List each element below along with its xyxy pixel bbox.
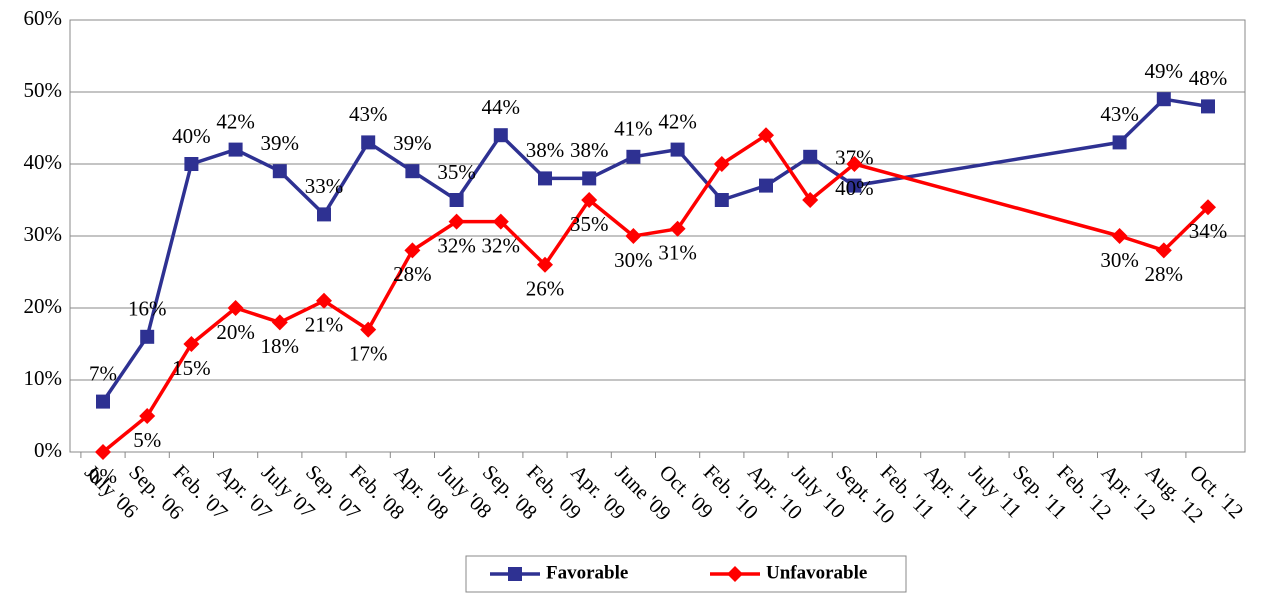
data-label: 41% [614,117,653,141]
marker [271,314,288,331]
data-label: 42% [658,109,697,133]
marker [492,213,509,230]
y-tick-label: 20% [24,294,63,318]
data-label: 38% [526,138,565,162]
y-tick-label: 30% [24,222,63,246]
data-label: 33% [305,174,344,198]
marker [184,157,199,171]
marker [183,336,200,352]
data-label: 0% [89,464,117,488]
data-label: 32% [482,233,521,257]
marker [449,193,464,207]
data-label: 20% [216,320,255,344]
marker [317,207,331,222]
data-label: 39% [393,131,432,155]
data-label: 16% [128,297,167,321]
marker [581,192,598,208]
marker [361,135,376,150]
marker [360,321,377,338]
marker [96,394,110,409]
marker [227,300,244,316]
marker [228,142,243,157]
data-label: 38% [570,138,609,162]
marker [669,220,686,237]
y-tick-label: 0% [34,438,62,462]
data-label: 43% [349,102,388,126]
data-label: 39% [261,131,300,155]
data-label: 42% [216,109,255,133]
marker [1155,242,1172,259]
data-label: 44% [482,95,521,119]
marker [1201,99,1215,114]
series-line [101,133,1210,454]
data-label: 26% [526,277,565,301]
marker [1112,135,1127,150]
marker [727,566,743,582]
data-label: 35% [570,212,609,236]
marker [582,171,597,186]
data-label: 30% [614,248,653,272]
marker [272,164,287,179]
marker [140,329,155,344]
data-label: 34% [1189,219,1228,243]
marker [802,192,819,208]
legend-label: Favorable [546,562,628,583]
marker [139,408,156,424]
marker [626,149,641,164]
y-tick-label: 40% [24,150,63,174]
data-label: 15% [172,356,211,380]
marker [1156,92,1171,107]
data-label: 5% [133,428,161,452]
data-label: 28% [1145,262,1184,286]
data-label: 49% [1145,59,1184,83]
marker [846,156,863,172]
marker [95,444,111,460]
marker [493,128,508,143]
data-label: 32% [437,233,476,257]
marker [1200,199,1216,216]
data-label: 43% [1100,102,1139,126]
marker [538,171,552,186]
data-label: 40% [172,124,211,148]
marker [508,567,522,581]
y-tick-label: 50% [24,78,63,102]
marker [448,213,465,230]
marker [759,178,773,193]
marker [847,178,862,193]
marker [1111,228,1128,244]
marker [405,164,420,179]
data-label: 17% [349,341,388,365]
marker [670,142,685,157]
y-tick-label: 60% [24,6,63,30]
marker [404,242,421,259]
marker [758,127,774,144]
marker [713,156,730,172]
data-label: 18% [261,334,300,358]
data-label: 35% [437,160,476,184]
marker [537,256,553,273]
y-tick-label: 10% [24,366,63,390]
marker [316,292,332,309]
data-label: 48% [1189,66,1228,90]
data-label: 28% [393,262,432,286]
data-label: 7% [89,361,117,385]
marker [714,193,729,207]
data-label: 40% [835,176,874,200]
data-label: 21% [305,313,344,337]
marker [803,149,818,164]
legend-label: Unfavorable [766,562,867,583]
data-label: 30% [1100,248,1139,272]
marker [625,228,642,244]
data-label: 31% [658,241,697,265]
